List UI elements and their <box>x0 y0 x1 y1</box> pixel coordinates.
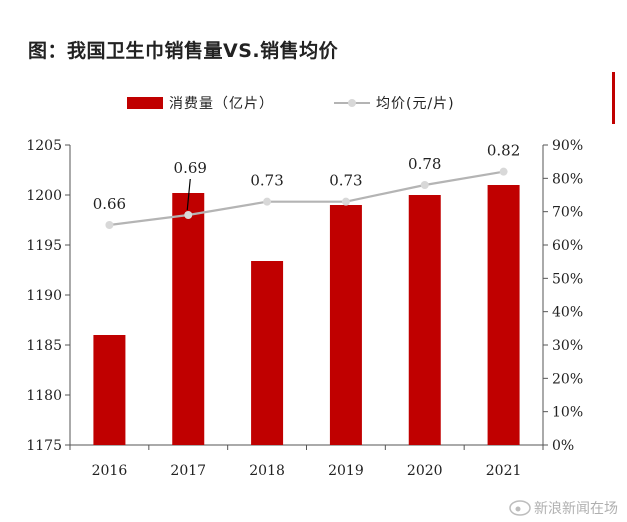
price-line <box>109 170 504 227</box>
price-label-leader <box>186 178 191 211</box>
bar-2017 <box>172 193 205 445</box>
accent-rule <box>612 72 615 124</box>
price-point-2016 <box>105 221 114 229</box>
bar-2018 <box>251 261 284 445</box>
y-right-tick-label: 50% <box>552 271 583 287</box>
price-label-2020: 0.78 <box>408 155 441 173</box>
weibo-icon <box>509 500 531 516</box>
y-right-tick-label: 40% <box>552 305 583 321</box>
bar-2016 <box>93 335 126 445</box>
y-right-tick-label: 0% <box>552 438 574 454</box>
price-label-2019: 0.73 <box>329 172 362 190</box>
y-right-tick-label: 10% <box>552 405 583 421</box>
x-tick-label: 2018 <box>249 463 285 479</box>
price-point-2019 <box>341 197 350 206</box>
legend: 消费量（亿片） 均价(元/片) <box>127 96 455 112</box>
bar-2019 <box>329 205 362 445</box>
price-label-2017: 0.69 <box>174 159 207 177</box>
y-left-tick-label: 1200 <box>26 188 62 204</box>
price-label-2018: 0.73 <box>250 172 283 190</box>
price-label-2021: 0.82 <box>487 142 520 160</box>
price-point-2017 <box>184 211 193 219</box>
legend-label-sales: 消费量（亿片） <box>169 96 274 112</box>
y-left-tick-label: 1195 <box>26 238 62 254</box>
watermark-text: 新浪新闻在场 <box>534 501 618 517</box>
y-right-tick-label: 70% <box>552 205 583 221</box>
y-axis-right-ticks: 0% 10% 20% 30% 40% 50% 60% 70% 80% 90% <box>543 138 583 454</box>
y-left-tick-label: 1185 <box>26 338 62 354</box>
y-right-tick-label: 60% <box>552 238 583 254</box>
price-label-2016: 0.66 <box>93 195 126 213</box>
legend-bar-swatch <box>127 97 163 109</box>
price-point-2018 <box>263 197 272 206</box>
bar-2021 <box>487 185 520 445</box>
chart-title: 图：我国卫生巾销售量VS.销售均价 <box>28 40 339 62</box>
x-tick-label: 2016 <box>92 463 128 479</box>
y-right-tick-label: 90% <box>552 138 583 154</box>
watermark: 新浪新闻在场 <box>509 500 618 517</box>
legend-label-price: 均价(元/片) <box>376 96 455 112</box>
x-tick-label: 2019 <box>328 463 364 479</box>
y-right-tick-label: 30% <box>552 338 583 354</box>
price-point-2020 <box>420 181 429 189</box>
y-left-tick-label: 1205 <box>26 138 62 154</box>
y-right-tick-label: 20% <box>552 371 583 387</box>
line-series: 0.66 0.69 0.73 0.73 0.78 0.82 <box>93 142 520 229</box>
y-left-tick-label: 1180 <box>26 388 62 404</box>
weibo-icon-eye <box>515 506 521 512</box>
price-point-2021 <box>499 167 508 176</box>
x-tick-label: 2017 <box>170 463 206 479</box>
y-right-tick-label: 80% <box>552 171 583 187</box>
x-axis-ticks: 2016 2017 2018 2019 2020 2021 <box>69 445 544 479</box>
bar-2020 <box>408 195 441 445</box>
y-left-tick-label: 1175 <box>26 438 62 454</box>
x-tick-label: 2020 <box>407 463 443 479</box>
y-left-tick-label: 1190 <box>26 288 62 304</box>
legend-line-marker <box>348 99 356 107</box>
bar-series <box>93 185 520 445</box>
y-axis-left-ticks: 1175 1180 1185 1190 1195 1200 1205 <box>26 138 70 454</box>
x-tick-label: 2021 <box>486 463 522 479</box>
